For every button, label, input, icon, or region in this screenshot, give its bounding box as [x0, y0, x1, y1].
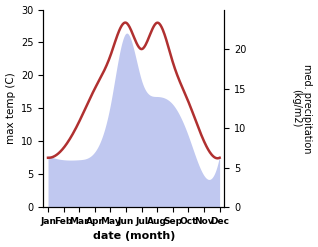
X-axis label: date (month): date (month) — [93, 231, 175, 242]
Y-axis label: max temp (C): max temp (C) — [5, 72, 16, 144]
Y-axis label: med. precipitation
(kg/m2): med. precipitation (kg/m2) — [291, 64, 313, 153]
